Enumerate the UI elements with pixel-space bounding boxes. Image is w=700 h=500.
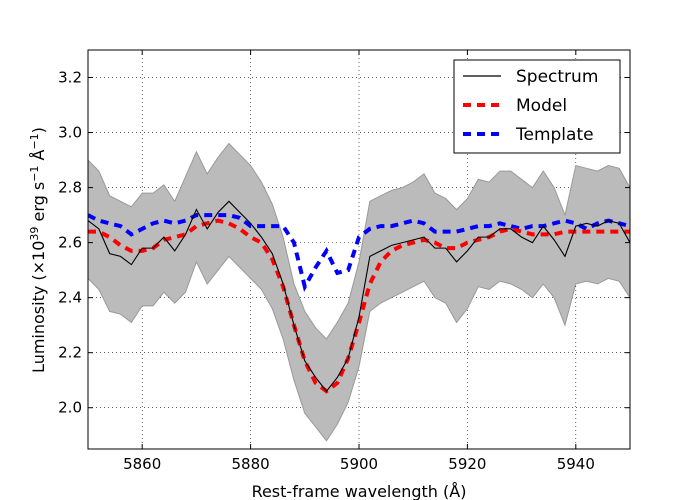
y-axis-label-part: Luminosity (×10	[29, 241, 48, 373]
grid	[88, 50, 630, 449]
uncertainty-band-group	[88, 142, 630, 442]
y-tick-label: 3.0	[58, 124, 82, 142]
x-tick-label: 5920	[448, 455, 486, 473]
x-tick-label: 5900	[340, 455, 378, 473]
y-tick-label: 2.6	[58, 234, 82, 252]
series-model-line	[88, 218, 630, 394]
y-axis-label: Luminosity (×1039 erg s−1 Å−1)	[28, 127, 48, 373]
uncertainty-band	[88, 142, 630, 442]
y-axis-label-exponent: −1	[28, 133, 41, 149]
legend-label-template: Template	[515, 125, 594, 145]
y-tick-label: 2.2	[58, 344, 82, 362]
series-group	[88, 200, 630, 394]
y-axis-label-part: erg s	[29, 182, 48, 227]
axis-ticks: 5860 5880 5900 5920 5940 2.0 2.2 2.4 2.6 2.8 3.0 3.…	[58, 50, 630, 473]
series-spectrum-line	[88, 200, 630, 393]
y-axis-label-part: )	[29, 127, 48, 133]
x-axis-label: Rest-frame wavelength (Å)	[252, 482, 467, 500]
legend-label-spectrum: Spectrum	[516, 67, 598, 87]
y-axis-label-part: Å	[29, 149, 48, 165]
y-axis-label-exponent: 39	[28, 227, 41, 241]
y-tick-label: 2.8	[58, 179, 82, 197]
y-tick-label: 3.2	[58, 69, 82, 87]
y-tick-label: 2.0	[58, 399, 82, 417]
series-template-line	[88, 213, 630, 293]
y-axis-label-exponent: −1	[28, 166, 41, 182]
x-tick-label: 5940	[557, 455, 595, 473]
legend-label-model: Model	[516, 96, 567, 116]
y-tick-label: 2.4	[58, 289, 82, 307]
x-tick-label: 5880	[232, 455, 270, 473]
x-tick-label: 5860	[123, 455, 161, 473]
legend: Spectrum Model Template	[453, 59, 621, 154]
